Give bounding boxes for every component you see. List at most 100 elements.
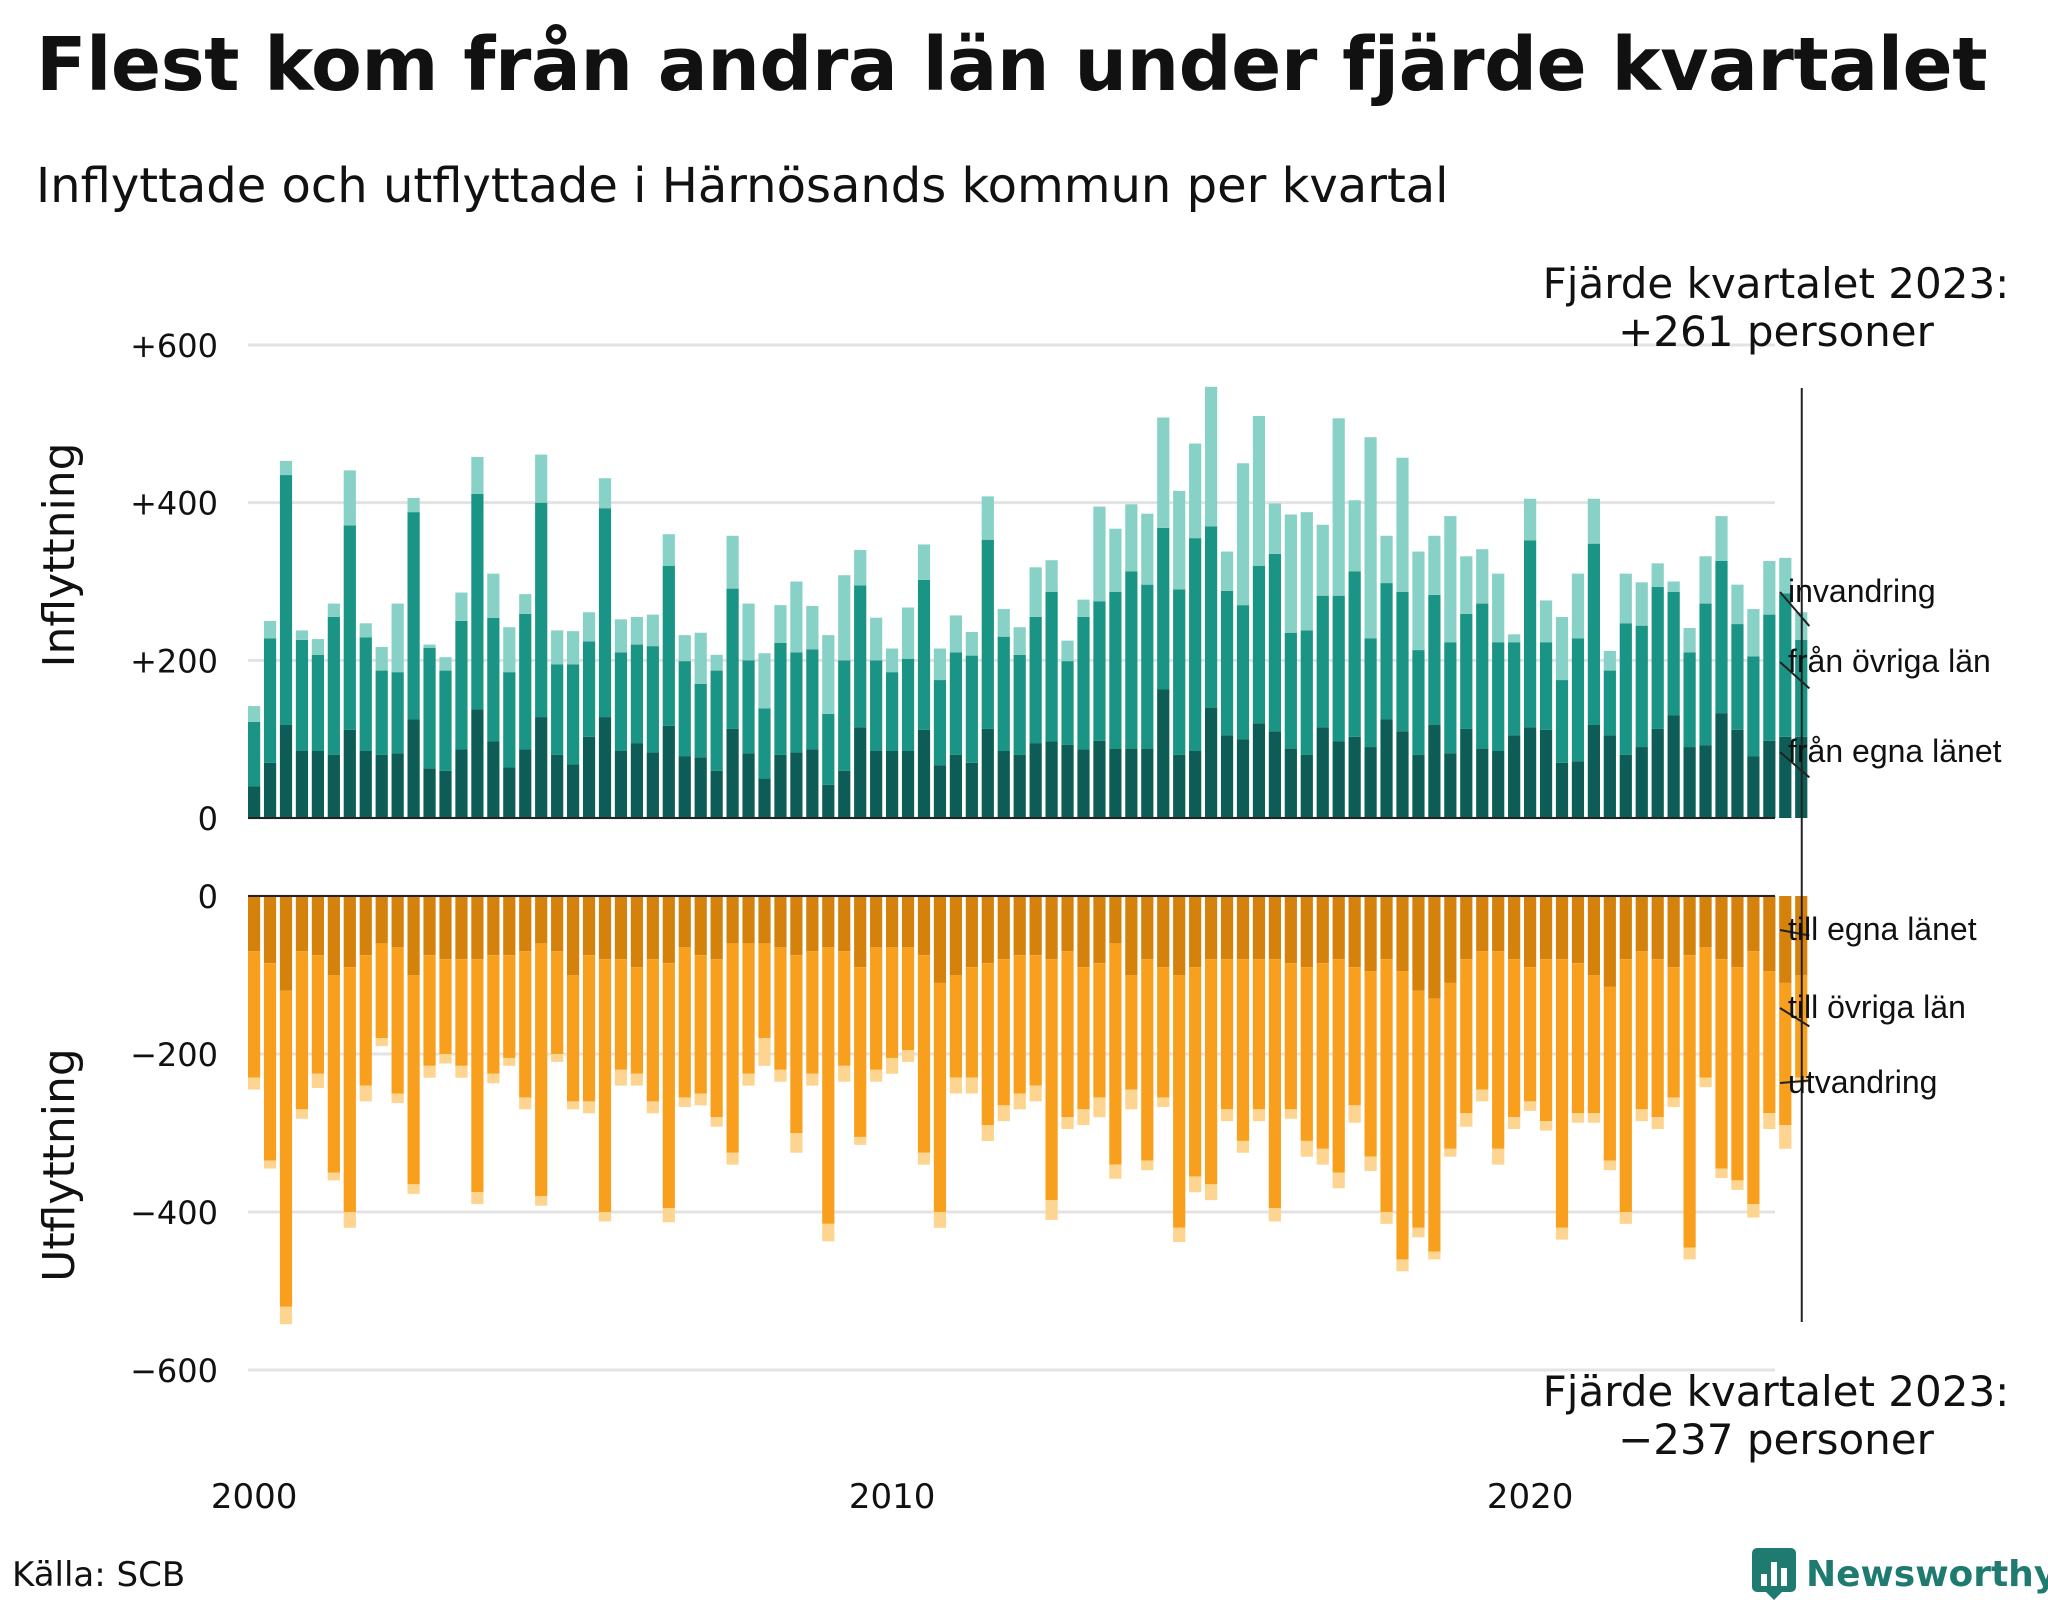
bar-in-0-74	[1428, 724, 1441, 818]
bar-in-0-1	[263, 762, 277, 818]
bar-in-1-68	[1332, 595, 1345, 742]
bar-in-0-28	[694, 757, 707, 818]
bar-in-1-95	[1763, 614, 1776, 741]
bar-out-2-65	[1284, 1109, 1297, 1119]
bar-in-1-38	[854, 585, 867, 728]
y-tick-label: +600	[130, 327, 218, 365]
bar-out-2-77	[1476, 1089, 1489, 1102]
bar-out-2-26	[662, 1208, 675, 1223]
bar-out-2-20	[567, 1101, 580, 1110]
bar-out-0-71	[1380, 896, 1393, 960]
bar-out-0-41	[901, 896, 915, 948]
bar-in-2-36	[822, 635, 835, 714]
bar-in-0-62	[1236, 739, 1250, 818]
bar-out-0-75	[1444, 896, 1457, 983]
bar-in-0-7	[359, 750, 372, 818]
bar-out-0-61	[1220, 896, 1234, 960]
bar-out-1-49	[1029, 955, 1042, 1086]
bar-in-0-47	[997, 750, 1010, 818]
bar-in-0-64	[1268, 731, 1281, 818]
bar-in-1-62	[1236, 605, 1250, 740]
bar-out-0-19	[551, 896, 564, 952]
bar-out-2-3	[295, 1109, 309, 1119]
bar-chart-icon	[1752, 1548, 1796, 1600]
bar-in-0-67	[1316, 727, 1329, 818]
bar-in-2-26	[662, 534, 675, 566]
bar-out-0-4	[311, 896, 324, 956]
bar-out-0-77	[1476, 896, 1489, 952]
bar-in-2-37	[838, 575, 851, 661]
bar-in-2-0	[248, 706, 261, 722]
bar-in-0-94	[1747, 756, 1760, 818]
y-tick-label: −600	[130, 1352, 218, 1390]
bar-in-1-9	[391, 672, 404, 754]
bar-in-1-22	[598, 508, 612, 718]
bar-out-1-40	[886, 947, 899, 1058]
bar-out-2-14	[471, 1192, 484, 1205]
top-annotation-line1: Fjärde kvartalet 2023:	[1543, 259, 2010, 308]
bar-out-2-78	[1492, 1148, 1505, 1165]
bar-out-0-54	[1109, 896, 1122, 944]
bar-out-2-34	[790, 1133, 803, 1153]
bar-in-2-53	[1093, 506, 1106, 602]
bar-in-0-91	[1699, 745, 1712, 818]
bar-in-0-66	[1300, 754, 1313, 818]
bar-out-2-42	[917, 1152, 931, 1165]
bar-in-1-82	[1555, 680, 1569, 763]
bar-in-1-26	[662, 565, 675, 726]
bar-in-0-33	[774, 754, 787, 818]
bar-in-2-8	[375, 646, 388, 671]
bar-in-0-32	[758, 778, 771, 818]
bar-in-1-70	[1364, 638, 1377, 748]
bar-out-0-18	[535, 896, 548, 944]
bar-in-1-32	[758, 708, 771, 779]
bar-in-2-44	[949, 615, 962, 653]
bar-in-2-2	[279, 460, 293, 476]
bar-in-2-45	[965, 631, 978, 656]
bar-in-2-16	[503, 627, 516, 673]
bar-out-2-70	[1364, 1156, 1377, 1171]
bar-in-0-41	[901, 750, 915, 818]
bar-out-1-58	[1173, 975, 1186, 1228]
bar-out-0-37	[838, 896, 851, 952]
bar-out-1-31	[742, 943, 755, 1074]
bar-out-2-84	[1587, 1113, 1600, 1123]
bar-out-1-54	[1109, 943, 1122, 1165]
bar-out-1-3	[295, 951, 309, 1110]
bar-in-2-78	[1492, 573, 1505, 643]
bar-out-1-86	[1619, 959, 1632, 1212]
bar-out-0-3	[295, 896, 309, 952]
bar-out-1-62	[1236, 959, 1250, 1141]
bar-in-2-75	[1444, 516, 1457, 643]
bar-out-0-25	[646, 896, 659, 960]
bar-in-2-77	[1476, 549, 1489, 604]
bar-in-0-78	[1492, 750, 1505, 818]
bar-out-0-11	[423, 896, 436, 956]
y-tick-label: 0	[198, 800, 218, 838]
bar-in-1-60	[1205, 526, 1218, 708]
bar-in-1-0	[248, 721, 261, 787]
bar-out-1-51	[1061, 951, 1074, 1118]
bar-out-2-83	[1571, 1113, 1585, 1123]
bar-in-2-68	[1332, 418, 1345, 596]
bar-in-0-19	[551, 754, 564, 818]
bar-out-2-25	[646, 1101, 659, 1114]
bar-out-2-54	[1109, 1164, 1122, 1179]
bar-in-1-46	[981, 539, 994, 729]
bar-in-1-24	[630, 644, 643, 744]
bar-out-1-30	[726, 943, 739, 1153]
bar-out-0-76	[1460, 896, 1473, 960]
bar-in-1-45	[965, 655, 978, 763]
bar-out-0-52	[1077, 896, 1090, 968]
bar-in-2-69	[1348, 500, 1361, 572]
bar-in-2-80	[1524, 498, 1537, 541]
bar-out-0-33	[774, 896, 787, 948]
bar-in-1-76	[1460, 613, 1473, 729]
bar-out-2-4	[311, 1073, 324, 1088]
bar-out-0-73	[1412, 896, 1425, 991]
bar-in-1-58	[1173, 589, 1186, 755]
bar-in-2-1	[263, 620, 277, 639]
bar-in-0-53	[1093, 740, 1106, 818]
bar-out-0-80	[1524, 896, 1537, 968]
bar-out-2-96	[1779, 1125, 1792, 1149]
